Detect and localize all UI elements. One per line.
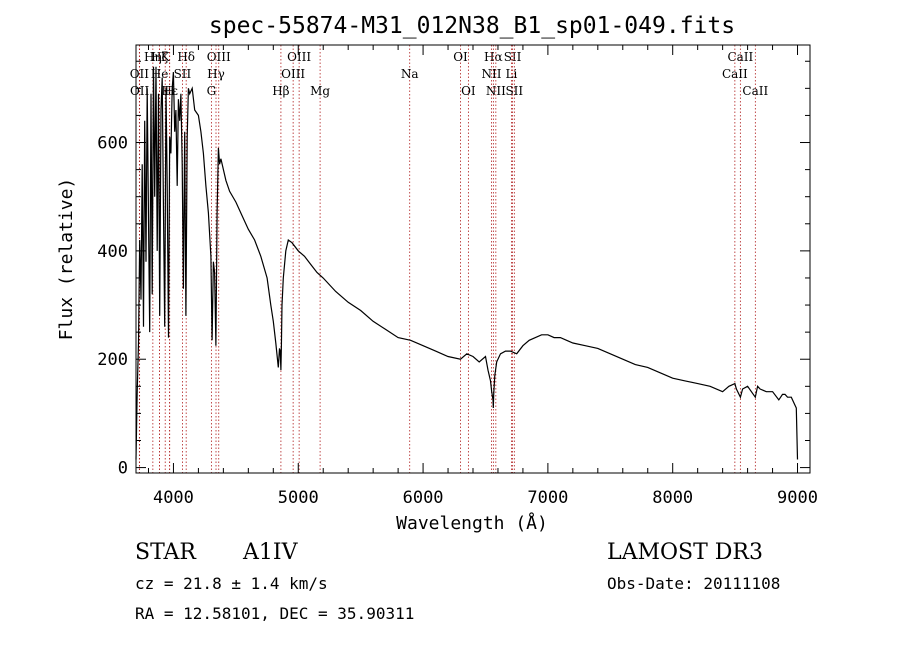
line-label: Na <box>401 67 419 81</box>
y-axis-label: Flux (relative) <box>56 178 77 341</box>
line-label: He <box>151 67 169 81</box>
line-label: Hβ <box>272 84 289 98</box>
ra-dec-coordinates: RA = 12.58101, DEC = 35.90311 <box>135 604 415 623</box>
line-label: Mg <box>310 84 330 98</box>
line-label: Li <box>506 67 518 81</box>
object-class: STAR <box>135 540 196 565</box>
spectrum-line <box>135 66 799 460</box>
line-label: K <box>161 50 171 64</box>
line-label: Hγ <box>207 67 225 81</box>
line-label: SII <box>504 50 522 64</box>
x-tick-label: 5000 <box>278 488 319 508</box>
chart-title: spec-55874-M31_012N38_B1_sp01-049.fits <box>209 13 735 39</box>
line-label: SII <box>174 67 192 81</box>
line-label: CaII <box>727 50 753 64</box>
y-tick-label: 0 <box>118 459 128 479</box>
line-label: OI <box>461 84 476 98</box>
observation-date: Obs-Date: 20111108 <box>607 574 781 593</box>
line-label: G <box>207 84 217 98</box>
plot-frame <box>135 44 811 474</box>
x-tick-label: 9000 <box>777 488 818 508</box>
line-label: OIII <box>207 50 231 64</box>
line-label: OII <box>130 84 150 98</box>
x-tick-label: 8000 <box>652 488 693 508</box>
x-tick-label: 4000 <box>153 488 194 508</box>
x-axis-label: Wavelength (Å) <box>396 512 548 534</box>
y-tick-label: 600 <box>97 134 128 154</box>
y-tick-label: 200 <box>97 350 128 370</box>
line-label: SII <box>505 84 523 98</box>
line-label: NII <box>481 67 501 81</box>
line-label: Hη <box>144 50 162 64</box>
survey-name: LAMOST DR3 <box>607 540 763 565</box>
y-tick-label: 400 <box>97 242 128 262</box>
line-label: Hδ <box>177 50 195 64</box>
x-tick-label: 6000 <box>403 488 444 508</box>
line-label: CaII <box>742 84 768 98</box>
axis-ticks: 4000 5000 6000 7000 8000 9000 0 200 400 600 <box>97 45 818 508</box>
object-subclass: A1IV <box>243 540 298 565</box>
x-tick-label: 7000 <box>527 488 568 508</box>
line-label: OIII <box>281 67 305 81</box>
line-label: CaII <box>722 67 748 81</box>
line-label: OIII <box>287 50 311 64</box>
redshift-cz: cz = 21.8 ± 1.4 km/s <box>135 574 328 593</box>
line-label: OI <box>453 50 468 64</box>
line-label: NII <box>486 84 506 98</box>
line-label: H <box>164 84 174 98</box>
line-label: Hα <box>484 50 503 64</box>
